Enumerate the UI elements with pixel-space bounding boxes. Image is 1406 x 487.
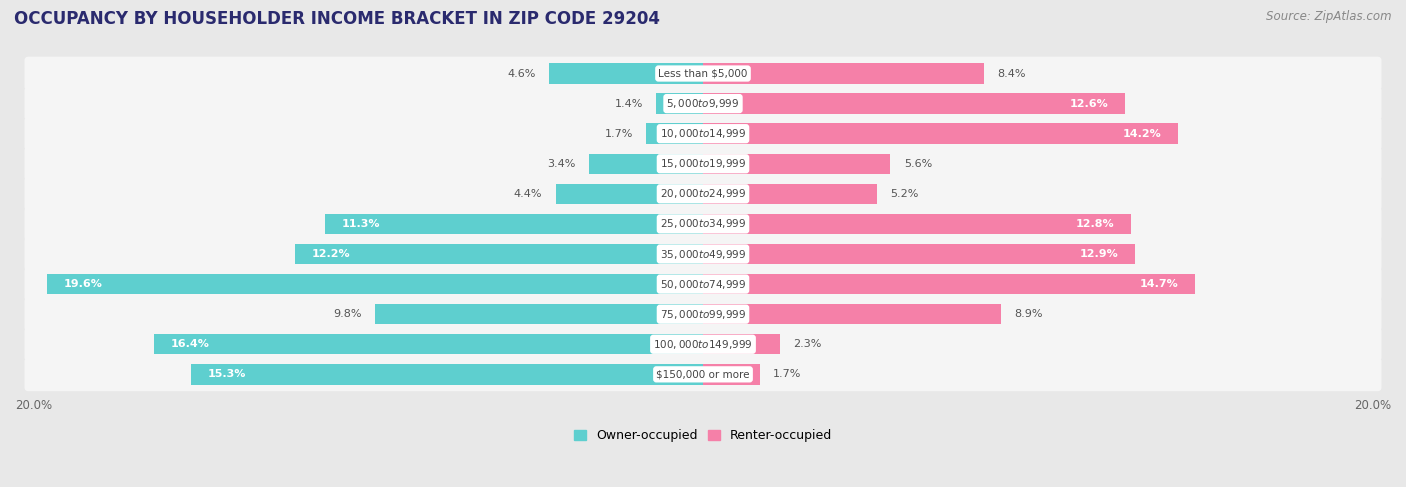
- Text: 4.4%: 4.4%: [513, 189, 543, 199]
- Bar: [191, 364, 703, 385]
- Text: 19.6%: 19.6%: [63, 279, 103, 289]
- Bar: [46, 274, 703, 294]
- Bar: [555, 184, 703, 204]
- Text: $100,000 to $149,999: $100,000 to $149,999: [654, 338, 752, 351]
- Text: 8.4%: 8.4%: [997, 69, 1026, 78]
- Bar: [657, 94, 703, 114]
- Text: 2.3%: 2.3%: [793, 339, 821, 349]
- Bar: [703, 123, 1178, 144]
- Text: $15,000 to $19,999: $15,000 to $19,999: [659, 157, 747, 170]
- FancyBboxPatch shape: [24, 87, 1382, 120]
- FancyBboxPatch shape: [24, 237, 1382, 271]
- Bar: [703, 63, 984, 84]
- FancyBboxPatch shape: [24, 177, 1382, 211]
- Bar: [647, 123, 703, 144]
- Bar: [703, 214, 1132, 234]
- Text: 3.4%: 3.4%: [547, 159, 576, 169]
- Text: 14.7%: 14.7%: [1139, 279, 1178, 289]
- Text: 5.2%: 5.2%: [890, 189, 918, 199]
- Text: 12.2%: 12.2%: [311, 249, 350, 259]
- FancyBboxPatch shape: [24, 147, 1382, 181]
- FancyBboxPatch shape: [24, 357, 1382, 391]
- FancyBboxPatch shape: [24, 267, 1382, 301]
- Bar: [703, 334, 780, 355]
- Bar: [325, 214, 703, 234]
- Bar: [703, 274, 1195, 294]
- Bar: [703, 184, 877, 204]
- Bar: [703, 153, 890, 174]
- Text: 4.6%: 4.6%: [508, 69, 536, 78]
- Text: 1.7%: 1.7%: [605, 129, 633, 139]
- Text: $150,000 or more: $150,000 or more: [657, 369, 749, 379]
- Text: 12.6%: 12.6%: [1069, 98, 1108, 109]
- FancyBboxPatch shape: [24, 207, 1382, 241]
- Text: 16.4%: 16.4%: [170, 339, 209, 349]
- Text: 1.4%: 1.4%: [614, 98, 643, 109]
- FancyBboxPatch shape: [24, 117, 1382, 150]
- Bar: [155, 334, 703, 355]
- Text: 12.9%: 12.9%: [1080, 249, 1118, 259]
- Text: $10,000 to $14,999: $10,000 to $14,999: [659, 127, 747, 140]
- Text: $35,000 to $49,999: $35,000 to $49,999: [659, 247, 747, 261]
- Bar: [703, 94, 1125, 114]
- Text: 15.3%: 15.3%: [208, 369, 246, 379]
- Bar: [548, 63, 703, 84]
- Text: 8.9%: 8.9%: [1014, 309, 1043, 319]
- Bar: [589, 153, 703, 174]
- Text: Source: ZipAtlas.com: Source: ZipAtlas.com: [1267, 10, 1392, 23]
- Text: $5,000 to $9,999: $5,000 to $9,999: [666, 97, 740, 110]
- Text: OCCUPANCY BY HOUSEHOLDER INCOME BRACKET IN ZIP CODE 29204: OCCUPANCY BY HOUSEHOLDER INCOME BRACKET …: [14, 10, 659, 28]
- Text: $50,000 to $74,999: $50,000 to $74,999: [659, 278, 747, 291]
- Text: $75,000 to $99,999: $75,000 to $99,999: [659, 308, 747, 320]
- Bar: [703, 244, 1135, 264]
- Text: 1.7%: 1.7%: [773, 369, 801, 379]
- Legend: Owner-occupied, Renter-occupied: Owner-occupied, Renter-occupied: [574, 429, 832, 442]
- Bar: [703, 304, 1001, 324]
- Bar: [375, 304, 703, 324]
- Text: 14.2%: 14.2%: [1123, 129, 1161, 139]
- FancyBboxPatch shape: [24, 56, 1382, 91]
- Text: $20,000 to $24,999: $20,000 to $24,999: [659, 187, 747, 200]
- Text: 11.3%: 11.3%: [342, 219, 380, 229]
- Bar: [295, 244, 703, 264]
- Bar: [703, 364, 759, 385]
- Text: 12.8%: 12.8%: [1076, 219, 1115, 229]
- Text: $25,000 to $34,999: $25,000 to $34,999: [659, 217, 747, 230]
- Text: 5.6%: 5.6%: [904, 159, 932, 169]
- FancyBboxPatch shape: [24, 327, 1382, 361]
- FancyBboxPatch shape: [24, 298, 1382, 331]
- Text: 9.8%: 9.8%: [333, 309, 361, 319]
- Text: Less than $5,000: Less than $5,000: [658, 69, 748, 78]
